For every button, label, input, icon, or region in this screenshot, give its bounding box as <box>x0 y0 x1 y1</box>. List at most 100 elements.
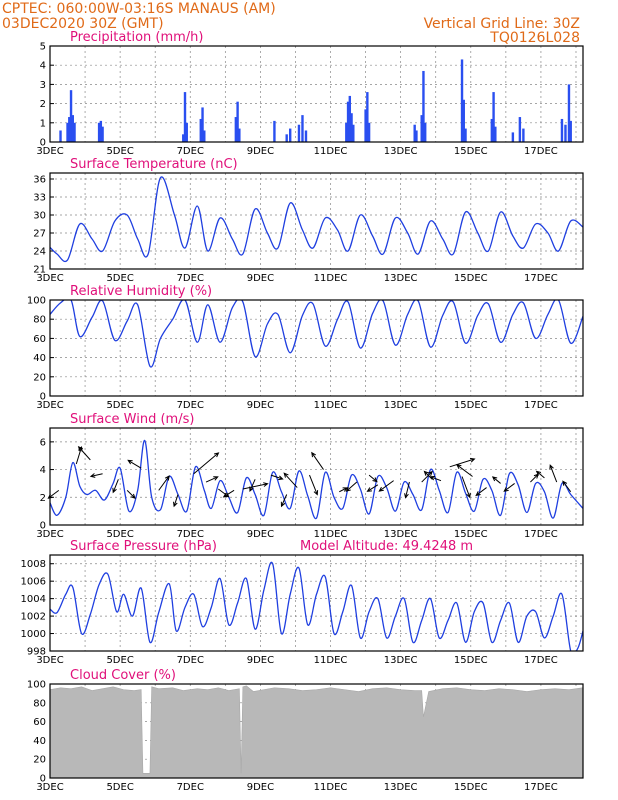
model-id: TQ0126L028 <box>489 30 580 46</box>
precipitation-ytick-label: 0 <box>40 138 46 149</box>
wind-arrow <box>562 480 572 493</box>
pressure-ytick-label: 1006 <box>21 577 46 588</box>
cloud_cover-ytick-label: 60 <box>33 717 46 728</box>
pressure-frame <box>49 554 584 652</box>
wind-xtick-label: 13DEC <box>384 529 418 540</box>
temperature-panel: Surface Temperature (nC) 21 24 27 30 33 36 3DEC… <box>33 157 584 284</box>
pressure-ytick-label: 998 <box>27 647 46 658</box>
wind-arrow <box>423 470 433 480</box>
precipitation-bar <box>101 126 104 142</box>
cloud_cover-xtick-label: 11DEC <box>314 782 348 793</box>
precipitation-bar <box>97 122 101 142</box>
temperature-frame <box>49 172 584 270</box>
wind-arrow <box>270 474 284 481</box>
pressure-line <box>50 561 583 651</box>
wind-arrow <box>345 481 358 492</box>
precipitation-bar <box>567 84 571 142</box>
precipitation-xtick-label: 11DEC <box>314 146 348 157</box>
precipitation-bar <box>236 101 239 142</box>
precipitation-bar <box>364 109 367 142</box>
cloud_cover-xtick-label: 9DEC <box>247 782 274 793</box>
cloud_cover-title: Cloud Cover (%) <box>70 668 176 683</box>
precipitation-bar <box>69 90 73 142</box>
precipitation-bar <box>285 134 288 142</box>
wind-arrow <box>404 481 410 499</box>
precipitation-xtick-label: 5DEC <box>106 146 133 157</box>
precipitation-bar <box>522 128 525 142</box>
precipitation-xtick-label: 13DEC <box>384 146 418 157</box>
temperature-xtick-label: 7DEC <box>177 273 204 284</box>
wind-arrow <box>530 473 540 483</box>
precipitation-bar <box>350 113 353 142</box>
precipitation-bar <box>490 118 494 142</box>
pressure-ytick-label: 1004 <box>21 594 46 605</box>
precipitation-bar <box>348 95 352 142</box>
cloud_cover-ytick-label: 0 <box>40 774 46 785</box>
wind-arrow <box>535 470 545 479</box>
wind-arrow <box>378 480 394 492</box>
wind-arrow <box>89 473 103 478</box>
wind-arrow <box>449 457 476 468</box>
wind-arrow <box>491 476 501 484</box>
wind-xtick-label: 9DEC <box>247 529 274 540</box>
pressure-xtick-label: 15DEC <box>454 655 488 666</box>
wind-arrow <box>475 487 487 497</box>
humidity-xtick-label: 7DEC <box>177 400 204 411</box>
grid-note: Vertical Grid Line: 30Z <box>424 16 580 32</box>
wind-arrow <box>456 464 473 477</box>
wind-arrow <box>368 474 378 483</box>
precipitation-bar <box>68 117 71 142</box>
precipitation-bar <box>66 122 69 142</box>
precipitation-title: Precipitation (mm/h) <box>70 30 203 45</box>
humidity-ytick-label: 60 <box>33 334 46 345</box>
temperature-xtick-label: 17DEC <box>524 273 558 284</box>
wind-arrow <box>366 484 379 492</box>
precipitation-frame <box>49 45 584 143</box>
precipitation-bar <box>301 115 304 142</box>
precipitation-bar <box>199 118 202 142</box>
precipitation-bar <box>203 130 206 142</box>
humidity-title: Relative Humidity (%) <box>70 284 212 299</box>
station-line: CPTEC: 060:00W-03:16S MANAUS (AM) <box>2 1 276 17</box>
cloud_cover-xtick-label: 13DEC <box>384 782 418 793</box>
precipitation-ytick-label: 4 <box>40 61 46 72</box>
wind-arrow <box>126 490 136 499</box>
wind-arrow <box>429 475 442 482</box>
wind-xtick-label: 11DEC <box>314 529 348 540</box>
temperature-xtick-label: 15DEC <box>454 273 488 284</box>
wind-arrow <box>77 446 91 461</box>
precipitation-bar <box>460 59 464 142</box>
temperature-line <box>50 176 583 263</box>
cloud_cover-xtick-label: 17DEC <box>524 782 558 793</box>
humidity-frame <box>49 299 584 397</box>
temperature-xtick-label: 13DEC <box>384 273 418 284</box>
pressure-xtick-label: 11DEC <box>314 655 348 666</box>
humidity-xtick-label: 3DEC <box>36 400 63 411</box>
wind-arrow <box>503 483 515 492</box>
precipitation-bar <box>564 124 567 142</box>
wind-xtick-label: 3DEC <box>36 529 63 540</box>
wind-arrow <box>549 464 558 483</box>
temperature-ytick-label: 27 <box>33 229 46 240</box>
precipitation-xtick-label: 7DEC <box>177 146 204 157</box>
pressure-annotation: Model Altitude: 49.4248 m <box>300 539 473 554</box>
precipitation-bar <box>352 124 355 142</box>
wind-arrow <box>280 494 288 508</box>
precipitation-bar <box>464 128 467 142</box>
wind-xtick-label: 7DEC <box>177 529 204 540</box>
pressure-xtick-label: 7DEC <box>177 655 204 666</box>
cloud_cover-ytick-label: 20 <box>33 755 46 766</box>
precipitation-bar <box>345 122 348 142</box>
precipitation-bar <box>422 70 425 142</box>
precipitation-bar <box>413 124 416 142</box>
humidity-ytick-label: 40 <box>33 353 46 364</box>
precipitation-bar <box>238 128 241 142</box>
precipitation-bar <box>234 117 238 142</box>
wind-xtick-label: 17DEC <box>524 529 558 540</box>
pressure-xtick-label: 9DEC <box>247 655 274 666</box>
wind-arrow <box>193 452 220 475</box>
precipitation-bar <box>492 92 495 142</box>
precipitation-bar <box>182 134 185 142</box>
pressure-xtick-label: 17DEC <box>524 655 558 666</box>
precipitation-bar <box>71 115 74 142</box>
